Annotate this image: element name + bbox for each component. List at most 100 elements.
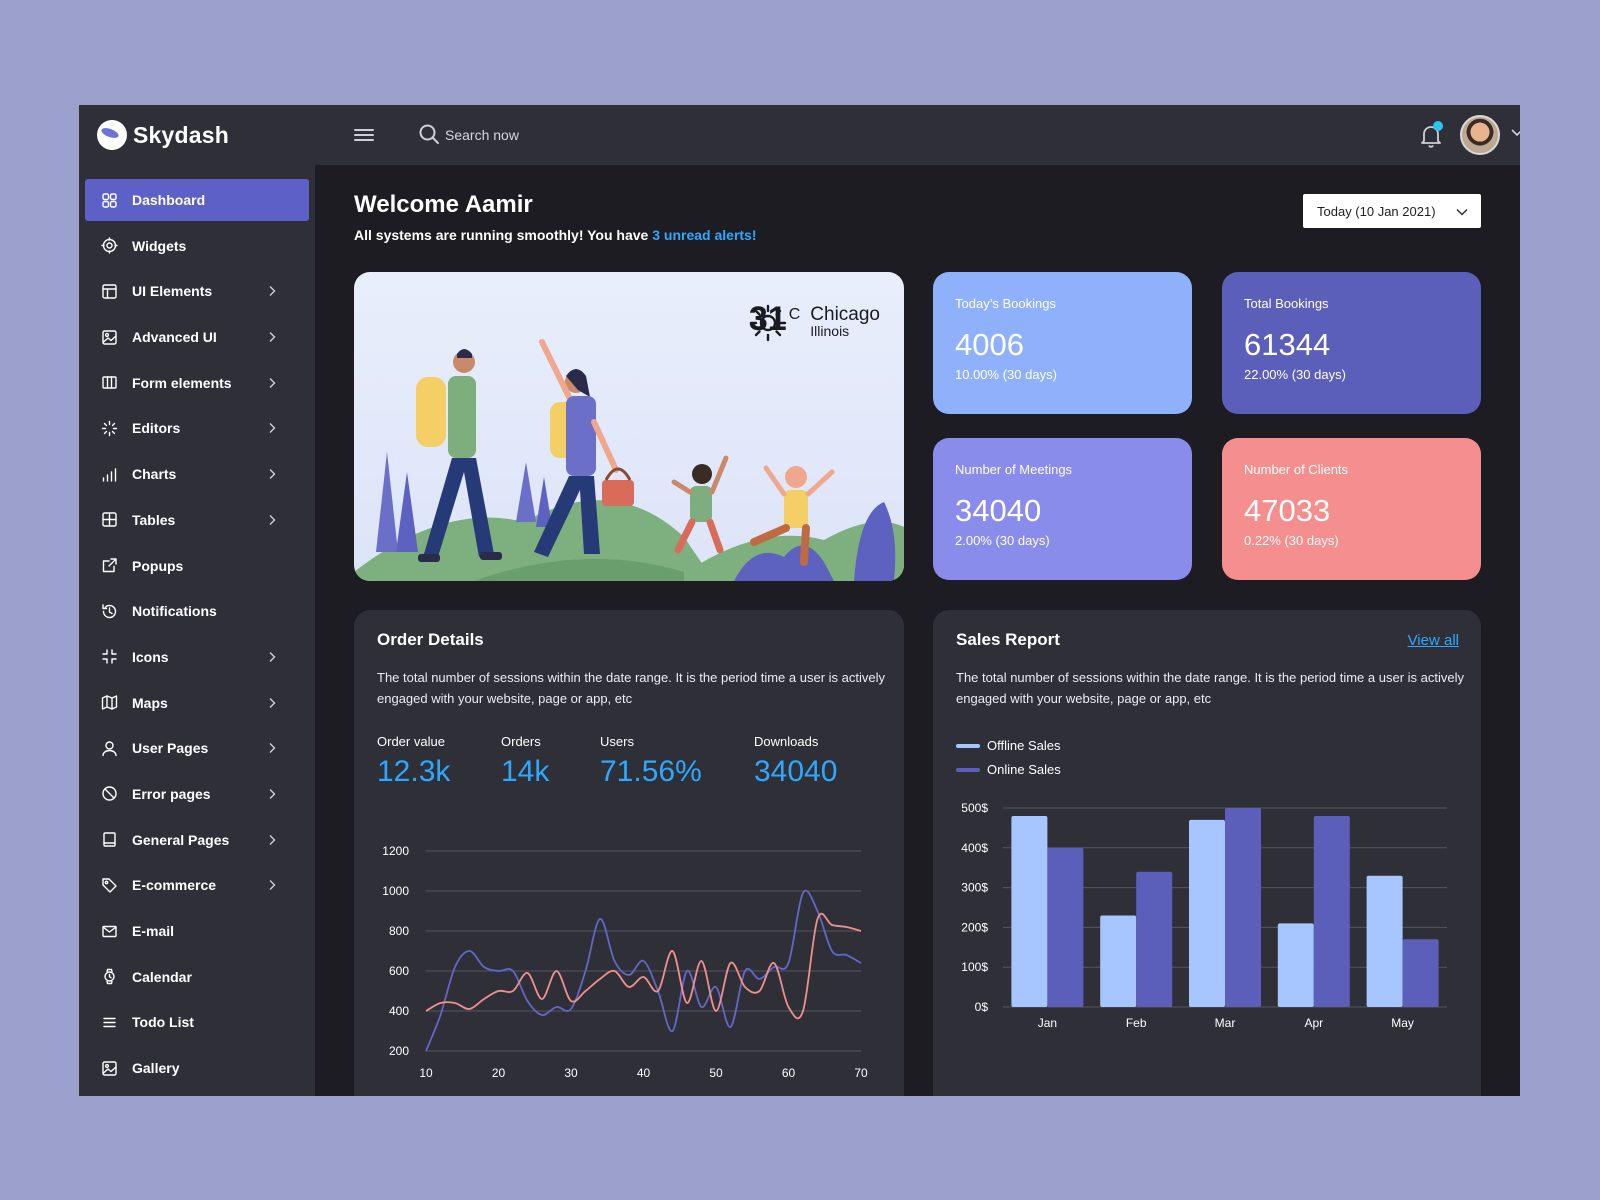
bar-apr-offline bbox=[1277, 923, 1314, 1007]
image-icon bbox=[101, 1060, 118, 1077]
metric-value: 14k bbox=[501, 755, 550, 788]
sidebar-item-todo-list[interactable]: Todo List bbox=[85, 1001, 309, 1043]
stat-label: Today’s Bookings bbox=[955, 296, 1056, 311]
metric-downloads: Downloads 34040 bbox=[754, 734, 837, 789]
date-dropdown-label: Today (10 Jan 2021) bbox=[1317, 203, 1436, 219]
sidebar-item-advanced-ui[interactable]: Advanced UI bbox=[85, 316, 309, 358]
x-tick-label: Mar bbox=[1215, 1016, 1236, 1030]
todays-bookings-card[interactable]: Today’s Bookings 4006 10.00% (30 days) bbox=[933, 272, 1192, 414]
grid-icon bbox=[101, 192, 118, 209]
sidebar-item-label: Gallery bbox=[132, 1060, 180, 1077]
stat-note: 0.22% (30 days) bbox=[1244, 533, 1339, 548]
sidebar-item-ui-elements[interactable]: UI Elements bbox=[85, 270, 309, 312]
bar-jan-online bbox=[1047, 847, 1084, 1007]
sidebar-item-label: E-commerce bbox=[132, 877, 217, 894]
sidebar-item-editors[interactable]: Editors bbox=[85, 407, 309, 449]
y-tick-label: 300$ bbox=[961, 881, 988, 895]
sidebar-item-label: Widgets bbox=[132, 237, 187, 254]
number-of-clients-card[interactable]: Number of Clients 47033 0.22% (30 days) bbox=[1222, 438, 1481, 580]
chevron-right-icon bbox=[269, 743, 276, 754]
legend-swatch bbox=[956, 743, 980, 748]
legend-offline-sales: Offline Sales bbox=[956, 738, 1060, 753]
weather-widget: 31 C Chicago Illinois bbox=[749, 302, 880, 342]
view-all-link[interactable]: View all bbox=[1407, 632, 1459, 649]
x-tick-label: May bbox=[1391, 1016, 1414, 1030]
external-link-icon bbox=[101, 557, 118, 574]
card-description: The total number of sessions within the … bbox=[377, 670, 885, 706]
card-description: The total number of sessions within the … bbox=[956, 670, 1464, 706]
sidebar-item-form-elements[interactable]: Form elements bbox=[85, 362, 309, 404]
unread-alerts-link[interactable]: 3 unread alerts! bbox=[652, 227, 757, 243]
avatar[interactable] bbox=[1460, 115, 1500, 155]
history-icon bbox=[101, 603, 118, 620]
sidebar-item-e-commerce[interactable]: E-commerce bbox=[85, 864, 309, 906]
sidebar-item-e-mail[interactable]: E-mail bbox=[85, 910, 309, 952]
stat-label: Number of Meetings bbox=[955, 462, 1073, 477]
x-tick-label: 50 bbox=[709, 1066, 723, 1080]
sidebar-item-label: Form elements bbox=[132, 374, 232, 391]
watch-icon bbox=[101, 968, 118, 985]
x-tick-label: Apr bbox=[1304, 1016, 1323, 1030]
sidebar-item-maps[interactable]: Maps bbox=[85, 682, 309, 724]
bar-mar-offline bbox=[1189, 819, 1225, 1007]
y-tick-label: 0$ bbox=[975, 1000, 989, 1014]
sidebar-item-error-pages[interactable]: Error pages bbox=[85, 773, 309, 815]
brand[interactable]: Skydash bbox=[97, 119, 229, 151]
sales-report-card: Sales Report View all The total number o… bbox=[933, 610, 1481, 1096]
sidebar-item-calendar[interactable]: Calendar bbox=[85, 956, 309, 998]
y-tick-label: 1200 bbox=[382, 844, 409, 858]
bar-may-online bbox=[1402, 939, 1439, 1007]
sidebar-item-notifications[interactable]: Notifications bbox=[85, 590, 309, 632]
app-window: Skydash Dashboard Widgets UI Elements Advan… bbox=[79, 105, 1520, 1096]
sales-report-bar-chart: 0$ 100$ 200$ 300$ 400$ 500$ Jan Feb Mar Apr May bbox=[961, 801, 1447, 1030]
brand-name: Skydash bbox=[133, 121, 230, 148]
stat-value: 34040 bbox=[955, 493, 1042, 528]
sidebar-item-icons[interactable]: Icons bbox=[85, 636, 309, 678]
list-icon bbox=[101, 1014, 118, 1031]
sidebar-item-dashboard[interactable]: Dashboard bbox=[85, 179, 309, 221]
menu-icon[interactable] bbox=[353, 125, 375, 145]
sidebar-item-gallery[interactable]: Gallery bbox=[85, 1047, 309, 1089]
y-tick-label: 200$ bbox=[961, 920, 988, 934]
metric-value: 12.3k bbox=[377, 755, 451, 788]
x-tick-label: 60 bbox=[782, 1066, 796, 1080]
user-icon bbox=[101, 740, 118, 757]
sidebar-item-label: Notifications bbox=[132, 603, 217, 620]
sidebar-item-label: User Pages bbox=[132, 740, 209, 757]
number-of-meetings-card[interactable]: Number of Meetings 34040 2.00% (30 days) bbox=[933, 438, 1192, 580]
y-tick-label: 800 bbox=[389, 924, 409, 938]
ban-icon bbox=[101, 785, 118, 802]
columns-icon bbox=[101, 374, 118, 391]
table-icon bbox=[101, 511, 118, 528]
chevron-right-icon bbox=[269, 423, 276, 434]
sidebar-item-label: UI Elements bbox=[132, 283, 213, 300]
sidebar-item-label: General Pages bbox=[132, 831, 230, 848]
stat-note: 2.00% (30 days) bbox=[955, 533, 1050, 548]
sidebar-item-label: Dashboard bbox=[132, 192, 206, 208]
sidebar-item-tables[interactable]: Tables bbox=[85, 499, 309, 541]
bar-jan-offline bbox=[1011, 816, 1048, 1007]
sidebar-item-charts[interactable]: Charts bbox=[85, 453, 309, 495]
sidebar-item-label: Editors bbox=[132, 420, 181, 437]
sidebar-item-user-pages[interactable]: User Pages bbox=[85, 727, 309, 769]
chevron-right-icon bbox=[269, 788, 276, 799]
hikers-illustration bbox=[354, 339, 904, 581]
legend-online-sales: Online Sales bbox=[956, 762, 1061, 777]
y-tick-label: 600 bbox=[389, 964, 409, 978]
order-details-line-chart: 200 400 600 800 1000 1200 10 20 30 40 50 60 70 bbox=[382, 844, 868, 1080]
x-tick-label: 30 bbox=[564, 1066, 578, 1080]
stat-label: Total Bookings bbox=[1244, 296, 1329, 311]
sidebar-item-widgets[interactable]: Widgets bbox=[85, 225, 309, 267]
sidebar-item-popups[interactable]: Popups bbox=[85, 545, 309, 587]
skydash-logo-icon bbox=[97, 120, 127, 150]
y-tick-label: 400$ bbox=[961, 841, 988, 855]
total-bookings-card[interactable]: Total Bookings 61344 22.00% (30 days) bbox=[1222, 272, 1481, 414]
bar-mar-online bbox=[1225, 808, 1261, 1007]
sidebar-item-general-pages[interactable]: General Pages bbox=[85, 819, 309, 861]
search-icon[interactable] bbox=[418, 123, 440, 145]
tag-icon bbox=[101, 877, 118, 894]
search-input[interactable] bbox=[445, 123, 685, 147]
stat-note: 10.00% (30 days) bbox=[955, 367, 1057, 382]
chevron-down-icon[interactable] bbox=[1509, 125, 1520, 141]
date-dropdown[interactable]: Today (10 Jan 2021) bbox=[1303, 194, 1481, 228]
